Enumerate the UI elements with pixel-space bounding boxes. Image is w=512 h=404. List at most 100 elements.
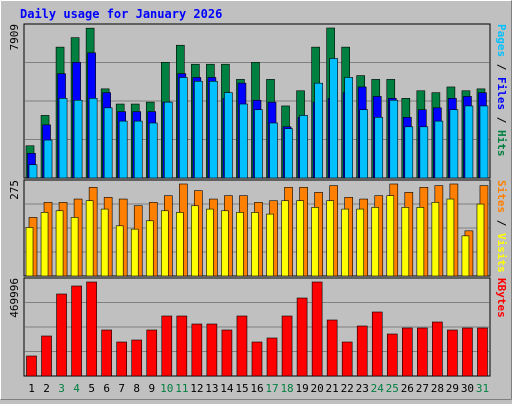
x-tick-label-10: 10 bbox=[160, 382, 173, 395]
x-tick-label-6: 6 bbox=[103, 382, 110, 395]
sites-bar-6 bbox=[100, 208, 109, 277]
sites-bar-4 bbox=[70, 217, 79, 277]
panel-visits-max-label: 275 bbox=[8, 180, 21, 200]
kbytes-bar-4 bbox=[71, 285, 82, 377]
kbytes-bar-17 bbox=[266, 337, 278, 377]
sites-bar-14 bbox=[221, 210, 229, 277]
x-tick-label-19: 19 bbox=[295, 382, 308, 395]
panel-hits-legend-part-4: Hits bbox=[495, 130, 508, 157]
pages-bar-16 bbox=[254, 109, 263, 179]
pages-bar-19 bbox=[299, 115, 308, 179]
sites-bar-9 bbox=[145, 220, 154, 277]
x-tick-label-18: 18 bbox=[280, 382, 293, 395]
kbytes-bar-8 bbox=[131, 339, 143, 377]
x-tick-label-31: 31 bbox=[476, 382, 489, 395]
x-tick-label-23: 23 bbox=[356, 382, 369, 395]
pages-bar-5 bbox=[88, 98, 98, 179]
sites-bar-24 bbox=[371, 207, 380, 277]
kbytes-bar-29 bbox=[447, 329, 458, 377]
kbytes-bar-20 bbox=[311, 281, 323, 377]
kbytes-bar-25 bbox=[386, 333, 398, 377]
pages-bar-8 bbox=[133, 120, 143, 179]
pages-bar-15 bbox=[239, 103, 248, 179]
kbytes-bar-2 bbox=[41, 335, 52, 377]
x-tick-label-24: 24 bbox=[371, 382, 385, 395]
panel-visits-legend-part-1: / bbox=[495, 213, 508, 233]
kbytes-bar-19 bbox=[296, 297, 308, 377]
kbytes-bar-13 bbox=[206, 323, 218, 377]
x-tick-label-8: 8 bbox=[133, 382, 140, 395]
sites-bar-22 bbox=[341, 208, 349, 277]
x-tick-label-12: 12 bbox=[190, 382, 203, 395]
pages-bar-30 bbox=[464, 105, 474, 179]
pages-bar-9 bbox=[148, 122, 158, 179]
kbytes-bar-27 bbox=[417, 327, 428, 377]
pages-bar-20 bbox=[314, 82, 323, 179]
pages-bar-21 bbox=[329, 58, 338, 179]
panel-kbytes-max-label: 469996 bbox=[8, 278, 21, 318]
kbytes-bar-10 bbox=[161, 315, 173, 377]
x-tick-label-15: 15 bbox=[235, 382, 248, 395]
sites-bar-12 bbox=[191, 205, 199, 277]
sites-bar-28 bbox=[431, 202, 440, 277]
x-tick-label-30: 30 bbox=[461, 382, 474, 395]
sites-bar-2 bbox=[40, 212, 49, 277]
x-tick-label-3: 3 bbox=[58, 382, 65, 395]
pages-bar-6 bbox=[103, 107, 113, 179]
kbytes-bar-1 bbox=[26, 355, 37, 377]
kbytes-bar-30 bbox=[462, 327, 473, 377]
sites-bar-23 bbox=[356, 208, 365, 277]
kbytes-bar-28 bbox=[432, 321, 443, 377]
sites-bar-13 bbox=[206, 208, 214, 277]
pages-bar-3 bbox=[58, 98, 68, 179]
pages-bar-31 bbox=[479, 105, 489, 179]
sites-bar-5 bbox=[85, 200, 94, 277]
pages-bar-4 bbox=[73, 99, 83, 179]
pages-bar-26 bbox=[404, 126, 414, 179]
sites-bar-31 bbox=[476, 203, 485, 277]
sites-bar-16 bbox=[251, 212, 259, 277]
sites-bar-11 bbox=[176, 212, 184, 277]
pages-bar-18 bbox=[284, 128, 293, 179]
x-tick-label-13: 13 bbox=[205, 382, 218, 395]
panel-hits-legend-part-0: Pages bbox=[495, 24, 508, 57]
x-tick-label-28: 28 bbox=[431, 382, 444, 395]
kbytes-bar-24 bbox=[371, 311, 383, 377]
pages-bar-23 bbox=[359, 109, 369, 179]
panel-hits-legend-part-3: / bbox=[495, 110, 508, 130]
panel-visits: 275 Sites / Visits bbox=[8, 179, 508, 277]
panel-kbytes-legend-label: KBytes bbox=[495, 278, 508, 318]
chart-title: Daily usage for January 2026 bbox=[20, 7, 222, 21]
sites-bar-10 bbox=[160, 210, 169, 277]
x-tick-label-14: 14 bbox=[220, 382, 234, 395]
kbytes-bar-16 bbox=[251, 341, 263, 377]
kbytes-bar-21 bbox=[326, 319, 338, 377]
x-tick-label-5: 5 bbox=[88, 382, 95, 395]
kbytes-bar-12 bbox=[191, 323, 203, 377]
sites-bar-30 bbox=[461, 235, 470, 277]
panels-layer: 7909 Pages / Files / Hits 275 Sites / Visit… bbox=[8, 23, 508, 377]
sites-bar-1 bbox=[25, 227, 34, 277]
kbytes-bar-7 bbox=[116, 341, 127, 377]
panel-hits-max-label: 7909 bbox=[8, 24, 21, 51]
sites-bar-25 bbox=[386, 195, 395, 277]
kbytes-bar-14 bbox=[221, 329, 233, 377]
sites-bar-18 bbox=[281, 200, 289, 277]
sites-bar-15 bbox=[236, 212, 244, 277]
kbytes-bar-6 bbox=[101, 329, 112, 377]
pages-bar-7 bbox=[118, 120, 128, 179]
x-tick-label-20: 20 bbox=[311, 382, 324, 395]
x-tick-label-21: 21 bbox=[326, 382, 339, 395]
pages-bar-17 bbox=[269, 122, 278, 179]
pages-bar-14 bbox=[224, 92, 233, 179]
sites-bar-20 bbox=[311, 207, 319, 277]
pages-bar-25 bbox=[389, 99, 399, 179]
x-tick-label-11: 11 bbox=[175, 382, 188, 395]
x-tick-label-16: 16 bbox=[250, 382, 263, 395]
kbytes-bar-22 bbox=[341, 341, 353, 377]
sites-bar-7 bbox=[115, 225, 124, 277]
x-tick-label-4: 4 bbox=[73, 382, 80, 395]
sites-bar-21 bbox=[326, 200, 334, 277]
